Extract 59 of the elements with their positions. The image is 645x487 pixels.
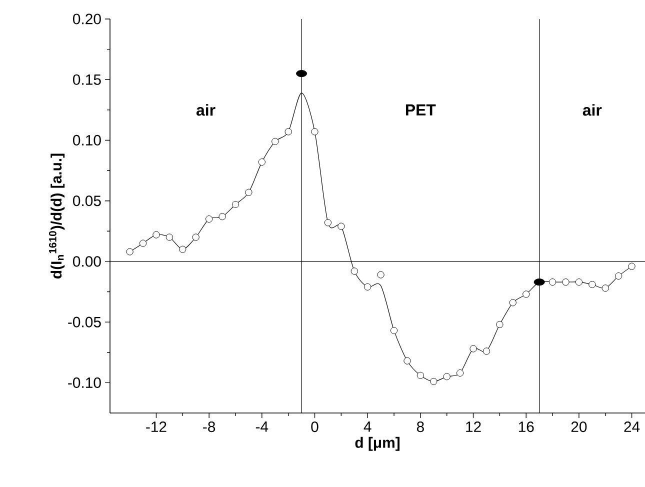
y-tick-label: 0.15 — [72, 74, 101, 85]
point — [311, 128, 318, 136]
x-tick-label: 4 — [364, 422, 372, 432]
point — [602, 284, 609, 292]
point — [152, 231, 160, 238]
point — [377, 271, 384, 278]
x-tick-label: -12 — [146, 422, 166, 432]
point — [549, 278, 556, 286]
x-tick-label: 0 — [311, 422, 318, 432]
annotation: PET — [406, 104, 436, 116]
point — [628, 262, 636, 270]
x-tick-label: 20 — [571, 422, 587, 432]
point — [575, 278, 582, 286]
point — [179, 246, 186, 253]
point — [166, 234, 173, 241]
point — [615, 272, 622, 280]
y-tick-label: -0.05 — [68, 316, 101, 328]
y-tick-label: 0.00 — [72, 256, 101, 267]
x-tick-label: -8 — [203, 422, 216, 432]
point — [126, 248, 134, 256]
point — [404, 357, 411, 364]
point — [272, 138, 279, 145]
point — [509, 299, 516, 306]
annotation: air — [582, 104, 602, 116]
point — [232, 200, 240, 208]
point — [218, 213, 226, 220]
x-tick-label: 12 — [466, 422, 481, 432]
point — [482, 348, 490, 355]
annotation: air — [196, 104, 216, 116]
point — [390, 327, 398, 334]
point — [522, 290, 530, 298]
x-tick-label: 24 — [624, 422, 640, 432]
point — [430, 378, 438, 386]
point — [470, 345, 477, 352]
point — [456, 369, 464, 377]
point — [443, 373, 450, 380]
y-axis-title: d(I$_{n}$$^{1610}$)/d(d) [a.u.] — [48, 154, 65, 278]
y-tick-label: -0.10 — [68, 377, 101, 388]
point — [562, 278, 570, 286]
point — [258, 158, 266, 166]
point — [588, 280, 596, 288]
point — [284, 128, 292, 136]
y-tick-label: 0.10 — [72, 134, 101, 146]
point — [416, 372, 424, 379]
x-tick-label: 8 — [416, 422, 424, 432]
x-tick-label: -4 — [256, 422, 268, 432]
point — [338, 222, 345, 230]
point — [496, 320, 504, 328]
point — [364, 283, 372, 290]
x-tick-label: 16 — [518, 422, 534, 432]
point — [139, 240, 147, 247]
point — [206, 215, 213, 223]
y-tick-label: 0.05 — [72, 196, 101, 206]
point — [245, 188, 252, 196]
point — [192, 234, 200, 241]
point — [324, 219, 332, 226]
point — [350, 268, 358, 275]
x-axis-title: d [μm] — [355, 436, 400, 451]
y-tick-label: 0.20 — [72, 14, 101, 24]
